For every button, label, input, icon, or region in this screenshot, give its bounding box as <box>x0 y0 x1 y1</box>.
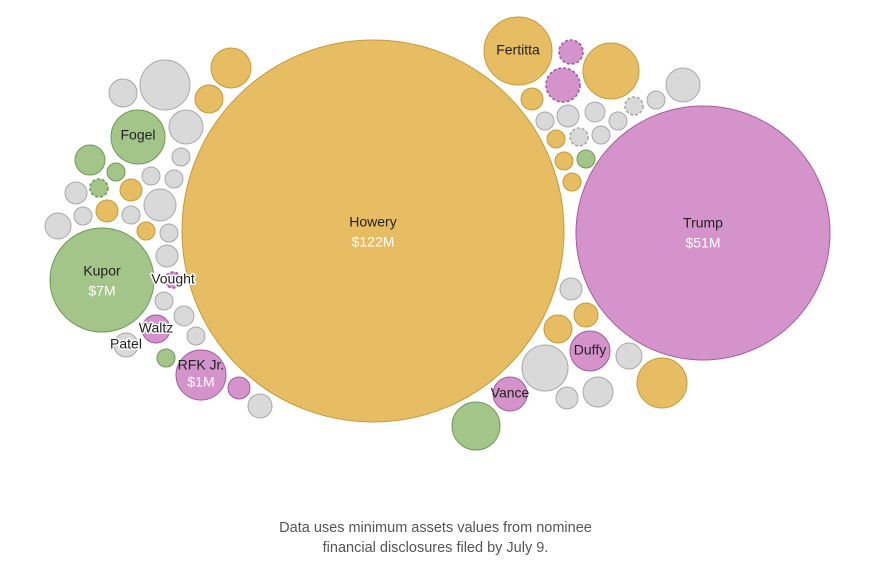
bubble-green-28 <box>451 401 501 451</box>
value-kupor: $7M <box>88 283 115 299</box>
labels-layer: Howery $122M Trump $51M Kupor $7M RFK Jr.$1M Fe… <box>83 42 723 401</box>
bubble-gray-23 <box>173 305 195 327</box>
bubble-gold-31 <box>582 42 640 100</box>
bubble-gold-19 <box>136 221 156 241</box>
label-kupor: Kupor <box>83 263 121 279</box>
label-vought: Vought <box>151 271 195 287</box>
bubble-purple-30 <box>545 67 581 103</box>
bubble-gray-41 <box>569 127 589 147</box>
bubble-gray-37 <box>556 104 580 128</box>
bubble-gray-17 <box>121 205 141 225</box>
bubble-gold-42 <box>546 129 566 149</box>
bubble-gray-4 <box>108 78 138 108</box>
bubble-waltz <box>141 314 171 344</box>
bubble-gray-5 <box>168 109 204 145</box>
bubble-gray-32 <box>665 67 701 103</box>
bubble-gray-53 <box>555 386 579 410</box>
bubble-gray-7 <box>141 166 161 186</box>
bubble-gray-40 <box>591 125 611 145</box>
bubble-gray-6 <box>171 147 191 167</box>
label-patel: Patel <box>110 336 142 352</box>
bubble-fogel <box>110 109 166 165</box>
footnote: Data uses minimum assets values from nom… <box>0 518 871 558</box>
bubble-trump <box>575 105 831 361</box>
bubble-rfk-jr <box>175 349 227 401</box>
bubble-gold-47 <box>573 302 599 328</box>
bubble-green-11 <box>89 178 109 198</box>
bubble-gray-22 <box>154 291 174 311</box>
label-fertitta: Fertitta <box>496 42 540 58</box>
bubble-gold-15 <box>95 199 119 223</box>
bubble-gray-3 <box>139 59 191 111</box>
bubble-gray-24 <box>186 326 206 346</box>
bubble-vought <box>164 271 182 289</box>
footnote-line-2: financial disclosures filed by July 9. <box>322 540 549 556</box>
bubble-gray-14 <box>143 188 177 222</box>
bubble-green-9 <box>74 144 106 176</box>
value-trump: $51M <box>685 235 720 251</box>
bubble-vance <box>492 376 528 412</box>
bubble-green-25 <box>156 348 176 368</box>
bubble-gray-46 <box>559 277 583 301</box>
bubble-gray-39 <box>535 111 555 131</box>
value-howery: $122M <box>352 234 395 250</box>
bubble-gold-51 <box>636 357 688 409</box>
bubble-purple-29 <box>558 39 584 65</box>
label-howery: Howery <box>349 214 396 230</box>
bubble-gray-52 <box>582 376 614 408</box>
bubble-gray-38 <box>608 111 628 131</box>
value-rfk-jr: $1M <box>187 374 214 390</box>
bubble-gray-35 <box>624 96 644 116</box>
bubble-gray-8 <box>164 169 184 189</box>
bubble-gray-21 <box>155 244 179 268</box>
bubble-gray-20 <box>159 223 179 243</box>
bubble-gray-18 <box>44 212 72 240</box>
bubble-gray-49 <box>521 344 569 392</box>
bubble-gold-45 <box>562 172 582 192</box>
bubble-howery <box>181 39 565 423</box>
label-trump: Trump <box>683 215 723 231</box>
bubble-gold-48 <box>543 314 573 344</box>
bubbles-layer <box>44 16 831 451</box>
bubble-gray-12 <box>64 181 88 205</box>
footnote-line-1: Data uses minimum assets values from nom… <box>279 520 592 536</box>
bubble-gold-13 <box>119 178 143 202</box>
bubble-gray-16 <box>73 206 93 226</box>
bubble-purple-26 <box>227 376 251 400</box>
bubble-gold-1 <box>210 47 252 89</box>
label-rfk-jr: RFK Jr. <box>178 357 225 373</box>
bubble-kupor <box>49 227 155 333</box>
bubble-gray-34 <box>646 90 666 110</box>
bubble-patel <box>113 332 139 358</box>
label-waltz: Waltz <box>139 320 173 336</box>
bubble-gold-33 <box>520 87 544 111</box>
label-fogel: Fogel <box>120 127 155 143</box>
bubble-duffy <box>569 330 611 372</box>
bubble-green-10 <box>106 162 126 182</box>
label-vance: Vance <box>491 385 530 401</box>
bubble-gray-36 <box>584 101 606 123</box>
bubble-green-43 <box>576 149 596 169</box>
bubble-gold-44 <box>554 151 574 171</box>
bubble-fertitta <box>483 16 553 86</box>
bubble-gold-2 <box>194 84 224 114</box>
bubble-gray-27 <box>247 393 273 419</box>
label-duffy: Duffy <box>574 342 606 358</box>
bubble-gray-50 <box>615 342 643 370</box>
